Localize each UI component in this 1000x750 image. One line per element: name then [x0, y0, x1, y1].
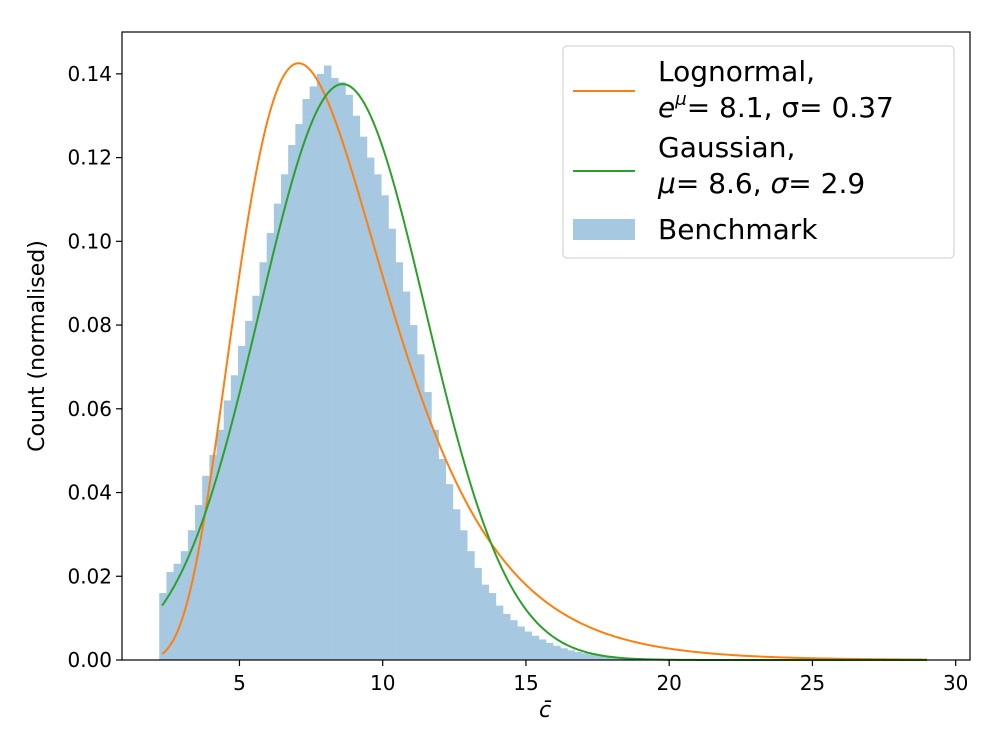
histogram-bar: [359, 136, 368, 661]
histogram-bar: [567, 650, 575, 660]
histogram-bar: [610, 657, 618, 660]
histogram-bar: [503, 613, 511, 660]
histogram-bar: [374, 174, 382, 660]
histogram-bar: [452, 509, 461, 660]
histogram-bar: [402, 291, 411, 660]
histogram-bar: [266, 232, 275, 660]
histogram-bar: [295, 124, 303, 661]
y-tick-label: 0.02: [67, 564, 112, 588]
histogram-bar: [230, 375, 239, 660]
histogram-bar: [553, 645, 561, 660]
histogram-bar: [395, 262, 404, 660]
histogram-bar: [238, 346, 246, 660]
y-tick-label: 0.10: [67, 229, 112, 253]
histogram-bar: [424, 392, 432, 660]
legend-lognormal-title: Lognormal,: [658, 55, 815, 88]
histogram-bar: [281, 174, 289, 660]
histogram-bar: [223, 400, 232, 660]
y-axis-label: Count (normalised): [25, 240, 50, 452]
histogram-bar: [445, 484, 454, 660]
histogram-bar: [488, 593, 497, 660]
histogram-bar: [323, 65, 332, 661]
legend-lognormal-params: eμ= 8.1, σ= 0.37: [658, 89, 894, 124]
histogram-bar: [467, 551, 475, 660]
histogram-bar: [273, 203, 282, 660]
histogram-bar: [546, 642, 554, 660]
histogram-bars: [159, 65, 676, 661]
histogram-bar: [538, 639, 547, 660]
histogram-bar: [388, 228, 396, 660]
legend-gaussian-params: μ= 8.6, σ= 2.9: [657, 167, 865, 200]
x-tick-label: 30: [943, 671, 968, 695]
histogram-bar: [438, 459, 447, 660]
histogram-bar: [603, 656, 611, 660]
histogram-bar: [517, 626, 525, 660]
histogram-bar: [481, 584, 489, 660]
y-tick-label: 0.04: [67, 481, 112, 505]
histogram-bar: [245, 320, 253, 660]
histogram-bar: [338, 82, 346, 661]
y-tick-label: 0.00: [67, 648, 112, 672]
histogram-bar: [187, 530, 196, 660]
x-tick-label: 20: [656, 671, 681, 695]
histogram-bar: [431, 429, 439, 660]
histogram-bar: [409, 325, 418, 660]
histogram-bar: [574, 652, 583, 660]
histogram-bar: [417, 354, 425, 660]
histogram-bar: [180, 551, 189, 660]
histogram-bar: [560, 648, 568, 660]
x-tick-label: 10: [370, 671, 395, 695]
histogram-bar: [166, 572, 174, 660]
histogram-bar: [581, 653, 590, 660]
legend-box: [562, 45, 955, 259]
x-tick-label: 5: [233, 671, 246, 695]
histogram-bar: [309, 86, 318, 661]
histogram-bar: [345, 94, 353, 661]
histogram-bar: [596, 655, 604, 660]
histogram-bar: [202, 475, 210, 660]
histogram-bar: [531, 635, 540, 660]
histogram-bar: [252, 295, 260, 660]
histogram-bar: [524, 631, 532, 660]
histogram-bar: [209, 454, 217, 660]
histogram-bar: [495, 605, 504, 660]
histogram-bar: [302, 98, 310, 661]
legend-benchmark-swatch: [573, 219, 635, 240]
histogram-bar: [259, 262, 267, 660]
y-axis-ticks: 0.00 0.02 0.04 0.06 0.08 0.10 0.12 0.14: [67, 62, 122, 672]
histogram-bar: [510, 620, 518, 660]
histogram-bar: [331, 78, 339, 661]
histogram-bar: [173, 563, 182, 660]
legend: Lognormal, eμ= 8.1, σ= 0.37 Gaussian, μ=…: [562, 45, 955, 259]
histogram-bar: [474, 567, 482, 660]
y-tick-label: 0.06: [67, 397, 112, 421]
histogram-bar: [352, 115, 361, 661]
histogram-bar: [316, 73, 325, 661]
y-tick-label: 0.12: [67, 146, 112, 170]
x-axis-label: c̄: [539, 698, 552, 723]
histogram-bar: [159, 593, 167, 660]
legend-benchmark-label: Benchmark: [658, 213, 818, 246]
y-tick-label: 0.08: [67, 313, 112, 337]
histogram-bar: [216, 429, 224, 660]
histogram-bar: [381, 195, 389, 660]
histogram-bar: [366, 157, 375, 660]
x-axis-ticks: 5 10 15 20 25 30: [233, 660, 968, 695]
plot-frame: [121, 31, 971, 661]
histogram-bar: [588, 654, 597, 660]
legend-gaussian-title: Gaussian,: [658, 131, 795, 164]
y-tick-label: 0.14: [67, 62, 112, 86]
x-tick-label: 25: [800, 671, 825, 695]
x-tick-label: 15: [513, 671, 538, 695]
histogram-bar: [460, 530, 468, 660]
histogram-bar: [288, 145, 296, 661]
lognormal-curve: [161, 62, 928, 661]
histogram-bar: [195, 505, 203, 660]
